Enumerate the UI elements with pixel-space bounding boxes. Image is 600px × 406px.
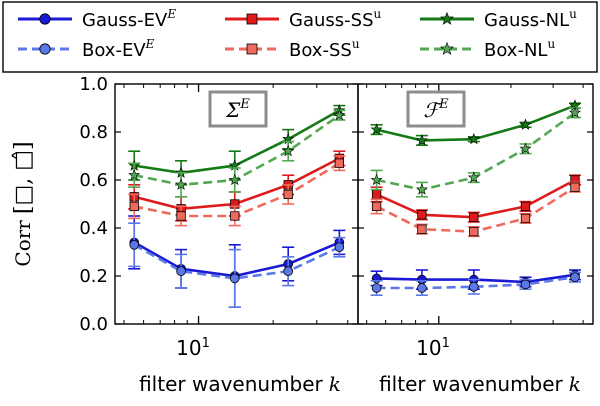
series-line: [376, 275, 576, 290]
axes-right-frame: [357, 83, 594, 325]
data-point: [519, 142, 532, 154]
y-tick-label: 1.0: [79, 74, 108, 95]
series-box-nl-u: [128, 108, 346, 198]
legend-box: [2, 1, 598, 73]
data-point: [415, 134, 428, 146]
y-tick-label: 0.2: [79, 266, 108, 287]
legend-item-box-ev-e: Box-EVE: [18, 37, 155, 61]
data-point: [283, 189, 293, 200]
x-axis-label-right: filter wavenumber k: [379, 372, 581, 396]
data-point: [129, 201, 139, 212]
data-point: [282, 144, 295, 157]
data-point: [283, 266, 294, 277]
legend-label: Box-NLu: [484, 37, 555, 61]
y-axis-label: Corr[□, □̂]: [11, 141, 36, 266]
series-box-ss-u: [128, 155, 346, 227]
data-point: [520, 201, 531, 212]
y-tick-label: 0.6: [79, 170, 108, 191]
data-point: [519, 118, 532, 130]
series-line: [376, 186, 576, 233]
legend-label: Gauss-SSu: [289, 7, 382, 31]
data-point: [467, 171, 480, 183]
data-point: [469, 281, 479, 292]
data-point: [371, 201, 382, 212]
legend-marker: [440, 41, 454, 55]
data-point: [417, 210, 427, 220]
data-point: [467, 132, 480, 145]
data-point: [415, 183, 428, 195]
series-box-nl-u: [370, 106, 581, 198]
y-tick-label: 0.4: [79, 218, 108, 239]
series-gauss-ss-u: [370, 174, 581, 223]
legend-label: Gauss-EVE: [82, 7, 176, 31]
data-point: [417, 224, 427, 234]
legend-label: Box-EVE: [82, 37, 155, 61]
legend-item-gauss-nl-u: Gauss-NLu: [420, 7, 577, 31]
series-gauss-nl-u: [370, 99, 581, 146]
legend-item-gauss-ev-e: Gauss-EVE: [18, 7, 176, 31]
x-tick-label-left: 101: [176, 336, 210, 360]
series-gauss-ss-u: [128, 150, 346, 222]
data-point: [129, 239, 140, 250]
legend-marker: [440, 11, 454, 25]
legend-label: Gauss-NLu: [484, 7, 577, 31]
series-box-ev-e: [128, 222, 346, 309]
legend-label: Box-SSu: [289, 37, 360, 61]
legend-marker: [39, 13, 51, 25]
legend-item-box-ss-u: Box-SSu: [225, 37, 360, 61]
data-point: [229, 273, 240, 284]
data-point: [176, 211, 186, 221]
data-point: [370, 173, 383, 186]
data-point: [371, 283, 382, 293]
data-point: [333, 108, 346, 121]
legend-item-box-nl-u: Box-NLu: [420, 37, 555, 61]
legend-marker: [246, 43, 258, 55]
plot-left: 0.0 0.2 0.4 0.6 0.8 1.0: [79, 74, 358, 335]
series-box-ss-u: [370, 181, 581, 238]
panel-label-left: ΣE: [225, 97, 250, 122]
data-point: [570, 272, 580, 283]
legend-marker: [246, 13, 258, 25]
legend-marker: [39, 43, 51, 55]
data-point: [128, 168, 141, 181]
data-point: [230, 211, 240, 221]
data-point: [334, 158, 345, 168]
y-tick-label: 0.8: [79, 122, 108, 143]
data-point: [469, 212, 479, 222]
data-point: [520, 279, 531, 290]
x-tick-label-right: 101: [416, 336, 450, 360]
data-point: [370, 123, 383, 135]
series-line: [133, 243, 340, 280]
panel-label-box-left: [208, 90, 268, 128]
data-point: [469, 226, 479, 237]
data-point: [371, 189, 382, 200]
x-axis-label-left: filter wavenumber k: [139, 372, 341, 396]
series-line: [133, 241, 340, 278]
y-tick-label: 0.0: [79, 314, 108, 335]
plot-right: [358, 83, 593, 325]
data-point: [520, 213, 531, 224]
panel-label-box-right: [406, 90, 466, 128]
data-point: [570, 182, 580, 192]
series-gauss-ev-e: [128, 215, 346, 309]
data-point: [228, 173, 241, 186]
data-point: [176, 266, 186, 277]
data-point: [175, 178, 188, 190]
data-point: [417, 283, 427, 293]
series-box-ev-e: [370, 271, 581, 297]
panel-label-right: ℱE: [423, 97, 449, 122]
data-point: [334, 242, 345, 253]
legend: Gauss-EVE Box-EVE Gauss-SSu Box-SSu Gauss-NL…: [18, 7, 577, 61]
legend-item-gauss-ss-u: Gauss-SSu: [225, 7, 382, 31]
data-point: [568, 106, 581, 118]
